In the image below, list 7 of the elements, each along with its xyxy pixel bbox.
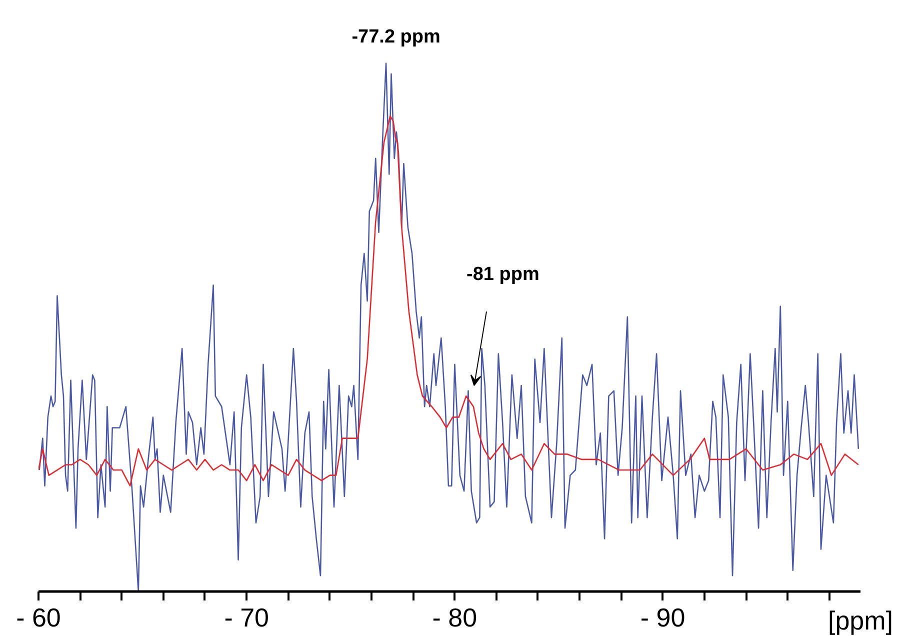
x-tick-label: - 80 <box>432 602 478 632</box>
x-axis-title: [ppm] <box>828 606 894 636</box>
annotation: -81 ppm <box>466 264 540 286</box>
x-tick-label: - 90 <box>640 602 686 632</box>
x-tick-label: - 60 <box>16 602 61 632</box>
text: -77.2 ppm <box>352 26 440 48</box>
x-tick-label: - 70 <box>224 602 270 632</box>
